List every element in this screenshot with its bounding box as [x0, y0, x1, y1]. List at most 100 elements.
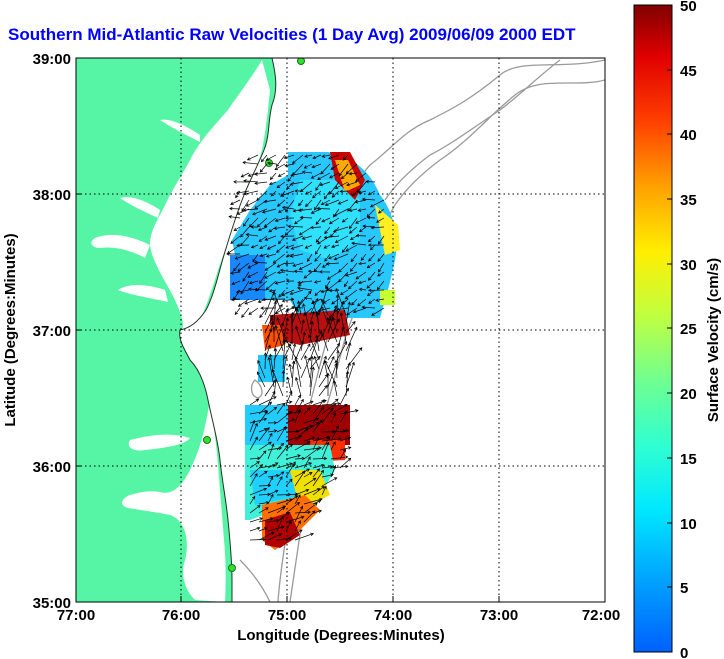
- velocity-arrow: [304, 154, 313, 158]
- velocity-arrow: [257, 359, 266, 379]
- velocity-arrow: [321, 217, 331, 223]
- velocity-arrow: [278, 289, 286, 298]
- velocity-arrow: [309, 310, 315, 325]
- velocity-arrow: [234, 253, 250, 260]
- velocity-arrow: [228, 215, 241, 219]
- velocity-arrow: [330, 464, 337, 478]
- velocity-arrow: [343, 280, 349, 288]
- velocity-arrow: [259, 307, 268, 319]
- grid-lines: [76, 58, 605, 602]
- velocity-arrow: [284, 199, 295, 213]
- velocity-arrow: [248, 217, 259, 228]
- velocity-arrow: [316, 206, 331, 211]
- velocity-arrow: [276, 199, 286, 207]
- velocity-arrow: [370, 244, 376, 251]
- velocity-arrow: [319, 270, 331, 274]
- velocity-arrow: [304, 199, 313, 208]
- velocity-arrow: [348, 171, 358, 176]
- velocity-arrow: [338, 271, 349, 283]
- velocity-arrow: [281, 205, 295, 210]
- velocity-arrow: [235, 190, 241, 199]
- velocity-arrow: [365, 179, 376, 184]
- velocity-arrow: [350, 253, 358, 263]
- velocity-arrow: [276, 462, 293, 469]
- velocity-arrow: [339, 448, 346, 460]
- velocity-arrow: [287, 224, 304, 229]
- velocity-arrow: [269, 172, 277, 181]
- velocity-arrow: [314, 289, 322, 296]
- velocity-arrow: [285, 515, 305, 523]
- velocity-arrow: [258, 531, 275, 541]
- colorbar-label: Surface Velocity (cm/s): [705, 258, 722, 422]
- velocity-arrow: [299, 215, 313, 220]
- velocity-arrow: [279, 268, 295, 273]
- velocity-arrow: [345, 342, 352, 361]
- velocity-arrow: [358, 287, 367, 292]
- velocity-arrow: [294, 189, 303, 193]
- velocity-arrow: [265, 253, 277, 258]
- velocity-arrow: [313, 280, 322, 284]
- velocity-arrow: [233, 262, 241, 272]
- velocity-arrow: [315, 311, 320, 334]
- velocity-arrow: [252, 208, 268, 216]
- velocity-arrow: [351, 241, 367, 246]
- velocity-arrow: [240, 172, 250, 178]
- velocity-arrow: [267, 161, 277, 165]
- velocity-arrow: [259, 244, 268, 250]
- lat-tick-label: 35:00: [33, 595, 71, 612]
- velocity-arrow: [328, 154, 340, 160]
- velocity-arrow: [276, 410, 293, 424]
- velocity-arrow: [285, 502, 301, 514]
- velocity-arrow: [257, 226, 268, 232]
- velocity-arrow: [267, 533, 283, 541]
- velocity-arrow: [294, 398, 304, 415]
- map-plot: [76, 58, 605, 602]
- velocity-arrow: [309, 366, 315, 397]
- velocity-arrow: [253, 172, 268, 176]
- velocity-arrow: [321, 407, 334, 424]
- velocity-arrow: [309, 297, 319, 316]
- velocity-arrow: [272, 326, 276, 342]
- velocity-arrow: [355, 172, 367, 182]
- velocity-arrow: [289, 253, 304, 258]
- velocity-arrow: [323, 244, 331, 249]
- velocity-arrow: [303, 436, 316, 442]
- velocity-arrow: [333, 307, 349, 312]
- colorbar-tick-label: 30: [680, 257, 697, 274]
- velocity-arrow: [270, 190, 277, 197]
- velocity-arrow: [276, 425, 287, 442]
- velocity-arrow: [317, 172, 331, 180]
- velocity-arrow: [318, 384, 328, 397]
- velocity-arrow: [358, 280, 367, 285]
- velocity-arrow: [242, 208, 259, 212]
- velocity-arrow: [378, 262, 385, 273]
- velocity-arrow: [303, 407, 311, 415]
- velocity-arrow: [275, 154, 286, 167]
- velocity-arrow: [320, 298, 329, 316]
- velocity-arrow: [349, 262, 358, 272]
- velocity-arrow: [288, 363, 293, 379]
- velocity-arrow: [258, 427, 270, 442]
- velocity-arrow: [377, 235, 385, 245]
- velocity-arrow: [258, 441, 272, 451]
- velocity-arrow: [242, 160, 259, 165]
- velocity-arrow: [276, 317, 284, 334]
- velocity-arrow: [248, 280, 259, 285]
- velocity-arrow: [267, 429, 278, 433]
- velocity-arrow: [321, 402, 341, 406]
- velocity-arrow: [304, 354, 311, 379]
- velocity-arrow: [291, 343, 297, 361]
- velocity-arrow: [309, 338, 319, 361]
- velocity-arrow: [229, 271, 241, 275]
- velocity-arrow: [306, 253, 313, 263]
- colorbar-tick-label: 0: [680, 645, 688, 659]
- velocity-arrow: [249, 422, 258, 442]
- velocity-arrow: [345, 244, 358, 252]
- velocity-arrow: [303, 163, 313, 169]
- velocity-arrow: [273, 300, 278, 325]
- velocity-arrow: [276, 402, 286, 415]
- velocity-arrow: [307, 269, 322, 273]
- velocity-arrow: [259, 271, 268, 285]
- velocity-arrow: [294, 510, 312, 514]
- velocity-arrow: [276, 515, 284, 532]
